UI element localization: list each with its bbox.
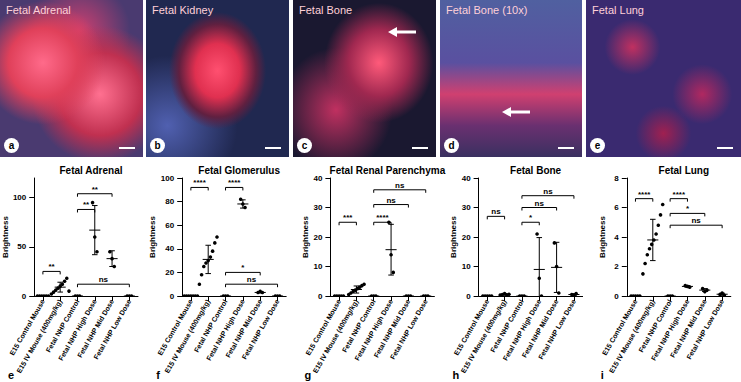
svg-text:Fetal NHP Low Dose: Fetal NHP Low Dose xyxy=(685,298,725,360)
svg-text:0: 0 xyxy=(22,292,27,301)
svg-text:f: f xyxy=(156,369,160,381)
html-text:Fetal Kidney: Fetal Kidney xyxy=(152,4,214,16)
svg-text:E15 IV Mouse (400mg/kg): E15 IV Mouse (400mg/kg) xyxy=(459,298,508,375)
svg-text:80: 80 xyxy=(165,197,174,206)
svg-text:ns: ns xyxy=(247,275,257,284)
svg-text:E15 IV Mouse (400mg/kg): E15 IV Mouse (400mg/kg) xyxy=(311,298,360,375)
svg-text:e: e xyxy=(8,369,14,381)
svg-text:E15 Control Mouse: E15 Control Mouse xyxy=(452,298,491,357)
svg-text:0: 0 xyxy=(318,292,323,301)
svg-text:Brightness: Brightness xyxy=(1,216,10,258)
svg-text:8: 8 xyxy=(614,174,619,183)
svg-text:40: 40 xyxy=(462,174,471,183)
svg-text:60: 60 xyxy=(165,221,174,230)
svg-text:4: 4 xyxy=(614,233,619,242)
svg-text:Fetal NHP High Dose: Fetal NHP High Dose xyxy=(205,298,246,362)
svg-text:***: *** xyxy=(343,213,353,222)
svg-text:Brightness: Brightness xyxy=(301,216,310,258)
svg-text:30: 30 xyxy=(313,203,322,212)
svg-text:20: 20 xyxy=(462,233,471,242)
svg-text:Fetal Adrenal: Fetal Adrenal xyxy=(60,165,123,176)
svg-text:E15 Control Mouse: E15 Control Mouse xyxy=(156,298,194,357)
svg-text:ns: ns xyxy=(386,196,396,205)
svg-text:g: g xyxy=(304,369,311,381)
svg-text:h: h xyxy=(453,369,460,381)
svg-text:****: **** xyxy=(638,190,651,199)
svg-text:E15 IV Mouse (400mg/kg): E15 IV Mouse (400mg/kg) xyxy=(15,298,64,375)
html-text:a: a xyxy=(8,140,15,151)
svg-text:ns: ns xyxy=(535,199,545,208)
svg-text:50: 50 xyxy=(17,242,26,251)
svg-text:100: 100 xyxy=(161,174,175,183)
svg-text:Fetal NHP Low Dose: Fetal NHP Low Dose xyxy=(389,298,429,360)
svg-text:*: * xyxy=(529,213,533,222)
svg-text:Fetal NHP Low Dose: Fetal NHP Low Dose xyxy=(92,298,132,360)
svg-text:Fetal NHP Control: Fetal NHP Control xyxy=(637,298,674,354)
svg-text:*: * xyxy=(241,263,245,272)
svg-text:ns: ns xyxy=(99,275,109,284)
svg-text:6: 6 xyxy=(614,203,619,212)
svg-text:Fetal Renal Parenchyma: Fetal Renal Parenchyma xyxy=(330,165,446,176)
svg-text:Fetal NHP Control: Fetal NHP Control xyxy=(192,298,229,354)
svg-text:20: 20 xyxy=(313,233,322,242)
svg-text:E15 Control Mouse: E15 Control Mouse xyxy=(600,298,639,357)
svg-text:Fetal NHP Mid Dose: Fetal NHP Mid Dose xyxy=(76,298,116,359)
svg-text:Fetal NHP Control: Fetal NHP Control xyxy=(44,298,81,354)
svg-text:E15 Control Mouse: E15 Control Mouse xyxy=(304,298,343,357)
svg-text:Fetal Bone: Fetal Bone xyxy=(510,165,562,176)
html-text:Fetal Lung: Fetal Lung xyxy=(592,4,644,16)
svg-text:10: 10 xyxy=(462,262,471,271)
svg-text:ns: ns xyxy=(395,181,405,190)
svg-text:Fetal NHP Low Dose: Fetal NHP Low Dose xyxy=(241,298,281,360)
svg-text:**: ** xyxy=(83,200,90,209)
svg-text:****: **** xyxy=(193,178,206,187)
html-text:Fetal Adrenal: Fetal Adrenal xyxy=(6,4,71,16)
svg-text:Fetal NHP High Dose: Fetal NHP High Dose xyxy=(649,298,691,362)
svg-text:0: 0 xyxy=(614,292,619,301)
svg-text:Fetal NHP Low Dose: Fetal NHP Low Dose xyxy=(537,298,577,360)
svg-text:40: 40 xyxy=(165,244,174,253)
svg-text:****: **** xyxy=(673,190,686,199)
svg-text:**: ** xyxy=(92,185,99,194)
svg-text:Fetal NHP Control: Fetal NHP Control xyxy=(340,298,377,354)
svg-text:Fetal Lung: Fetal Lung xyxy=(659,165,710,176)
svg-text:Fetal NHP High Dose: Fetal NHP High Dose xyxy=(57,298,98,362)
svg-text:****: **** xyxy=(376,213,389,222)
svg-text:Brightness: Brightness xyxy=(148,216,157,258)
svg-text:ns: ns xyxy=(491,207,501,216)
svg-text:*: * xyxy=(686,204,690,213)
svg-text:100: 100 xyxy=(13,193,27,202)
svg-text:20: 20 xyxy=(165,268,174,277)
svg-text:E15 IV Mouse (400mg/kg): E15 IV Mouse (400mg/kg) xyxy=(607,298,656,375)
svg-text:Fetal NHP Mid Dose: Fetal NHP Mid Dose xyxy=(668,298,708,359)
html-text:c: c xyxy=(301,140,308,151)
svg-text:E15 IV Mouse (400mg/kg): E15 IV Mouse (400mg/kg) xyxy=(163,298,212,375)
html-text:b: b xyxy=(154,140,161,151)
svg-text:Fetal NHP High Dose: Fetal NHP High Dose xyxy=(501,298,543,362)
svg-text:Fetal NHP Mid Dose: Fetal NHP Mid Dose xyxy=(224,298,264,359)
svg-text:0: 0 xyxy=(170,292,175,301)
html-text:e: e xyxy=(594,140,601,151)
svg-text:40: 40 xyxy=(313,174,322,183)
svg-text:E15 Control Mouse: E15 Control Mouse xyxy=(8,298,46,357)
svg-text:****: **** xyxy=(228,178,241,187)
html-text:Fetal Bone: Fetal Bone xyxy=(299,4,353,16)
svg-text:0: 0 xyxy=(466,292,471,301)
svg-text:Fetal Glomerulus: Fetal Glomerulus xyxy=(198,165,280,176)
svg-text:**: ** xyxy=(48,262,55,271)
svg-text:30: 30 xyxy=(462,203,471,212)
svg-text:Fetal NHP Mid Dose: Fetal NHP Mid Dose xyxy=(372,298,412,359)
svg-text:ns: ns xyxy=(543,187,553,196)
svg-text:10: 10 xyxy=(313,262,322,271)
svg-text:Brightness: Brightness xyxy=(598,216,607,258)
html-text:Fetal Bone (10x): Fetal Bone (10x) xyxy=(446,4,528,16)
svg-text:Fetal NHP High Dose: Fetal NHP High Dose xyxy=(353,298,395,362)
svg-text:Fetal NHP Mid Dose: Fetal NHP Mid Dose xyxy=(520,298,560,359)
svg-text:2: 2 xyxy=(614,262,619,271)
svg-text:ns: ns xyxy=(691,216,701,225)
svg-text:i: i xyxy=(601,369,604,381)
svg-text:Brightness: Brightness xyxy=(449,216,458,258)
svg-text:Fetal NHP Control: Fetal NHP Control xyxy=(489,298,525,354)
html-text:d: d xyxy=(448,140,455,151)
